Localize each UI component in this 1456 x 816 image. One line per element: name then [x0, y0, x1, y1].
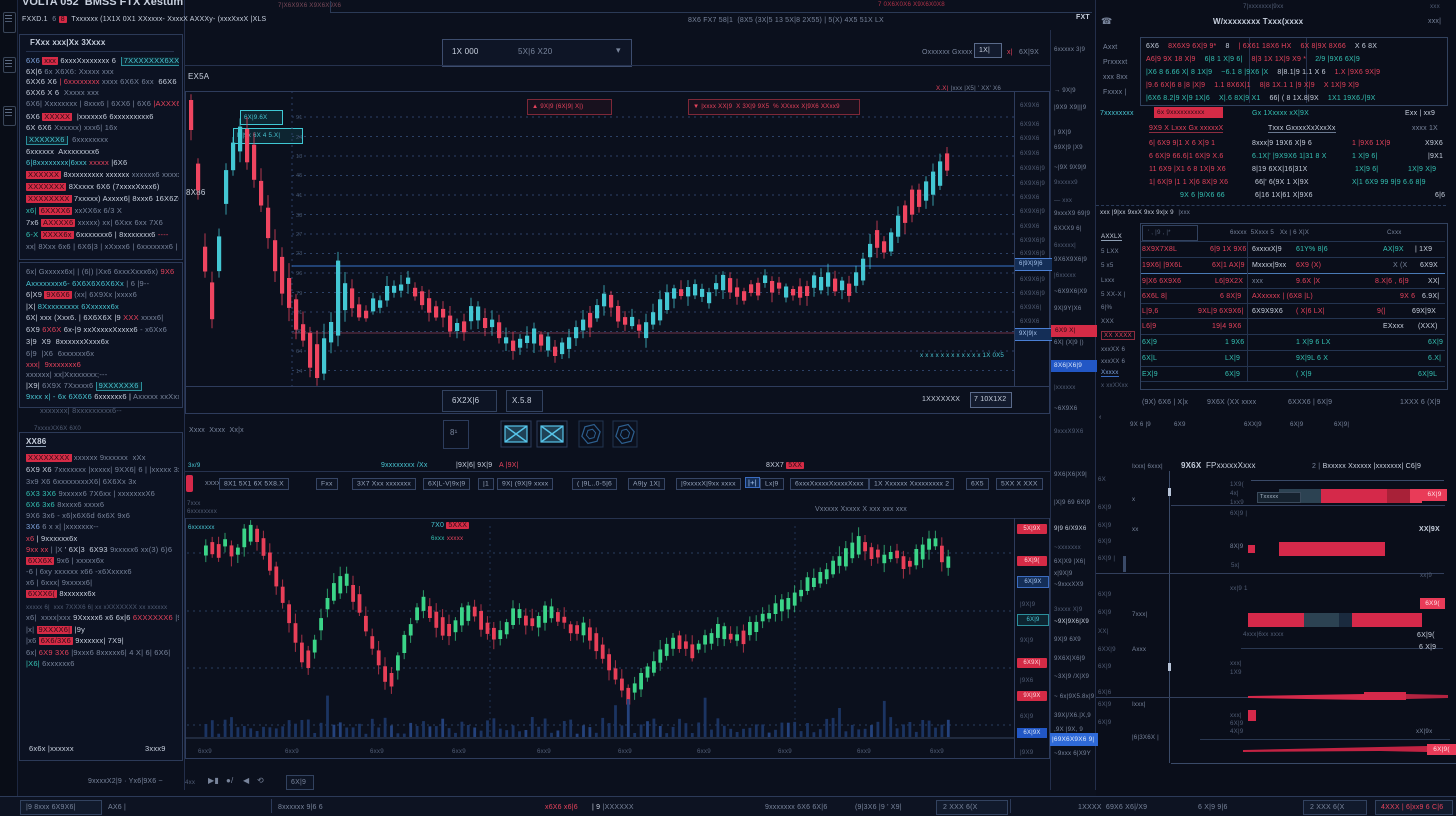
svg-text:96: 96 [296, 271, 303, 277]
svg-text:91: 91 [296, 115, 303, 121]
svg-text:14: 14 [296, 369, 303, 375]
svg-text:64: 64 [296, 349, 303, 355]
svg-text:45: 45 [296, 173, 303, 179]
svg-text:23: 23 [296, 251, 303, 257]
svg-text:41: 41 [296, 193, 303, 199]
svg-text:24: 24 [296, 135, 303, 141]
svg-text:85: 85 [296, 329, 303, 335]
svg-text:79: 79 [296, 291, 303, 297]
svg-text:21: 21 [296, 310, 303, 316]
svg-text:13: 13 [296, 154, 303, 160]
svg-text:27: 27 [296, 232, 303, 238]
svg-text:38: 38 [296, 213, 303, 219]
